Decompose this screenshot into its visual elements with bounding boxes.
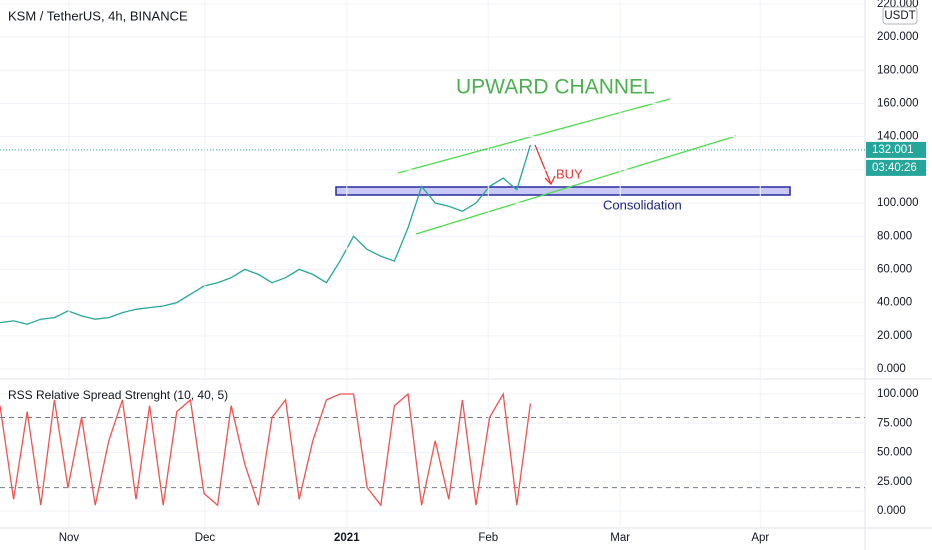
y-tick-label: 25.000: [877, 476, 912, 488]
currency: USDT: [884, 10, 915, 22]
channel-line: [397, 98, 671, 174]
consolidation-box: [335, 186, 791, 196]
x-tick-label: Feb: [478, 532, 498, 544]
x-tick-label: Apr: [751, 532, 769, 544]
y-tick-label: 40.000: [877, 297, 912, 309]
y-tick-label: 200.000: [877, 31, 919, 43]
y-tick-label: 80.000: [877, 230, 912, 242]
y-tick-label: 0.000: [877, 363, 906, 375]
last-price-label: 132.001: [872, 144, 914, 156]
x-tick-label: Nov: [59, 532, 80, 544]
chart-title: KSM / TetherUS, 4h, BINANCE: [8, 8, 188, 23]
y-tick-label: 160.000: [877, 97, 919, 109]
y-tick-label: 180.000: [877, 64, 919, 76]
y-tick-label: 20.000: [877, 330, 912, 342]
annotation: Consolidation: [603, 197, 682, 212]
y-tick-label: 50.000: [877, 447, 912, 459]
y-tick-label: 100.000: [877, 388, 919, 400]
x-tick-label: Dec: [195, 532, 216, 544]
price-line: [0, 392, 532, 507]
x-tick-label: 2021: [334, 532, 360, 544]
price-line: [0, 144, 532, 325]
x-tick-label: Mar: [610, 532, 630, 544]
y-tick-label: 0.000: [877, 505, 906, 517]
annotation: UPWARD CHANNEL: [456, 76, 655, 99]
annotation: BUY: [556, 166, 583, 181]
y-tick-label: 100.000: [877, 197, 919, 209]
currency-badge: [882, 6, 918, 25]
y-tick-label: 140.000: [877, 131, 919, 143]
timer-badge: [866, 159, 926, 176]
y-tick-label: 60.000: [877, 263, 912, 275]
timer-label: 03:40:26: [872, 162, 917, 174]
y-tick-label: 75.000: [877, 417, 912, 429]
y-tick-label: 220.000: [877, 0, 919, 10]
last-price-badge: [866, 141, 926, 158]
channel-line: [415, 135, 737, 235]
indicator-title: RSS Relative Spread Strenght (10, 40, 5): [8, 388, 228, 402]
buy-arrow: [534, 144, 556, 186]
